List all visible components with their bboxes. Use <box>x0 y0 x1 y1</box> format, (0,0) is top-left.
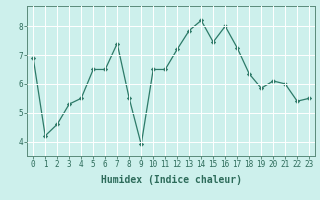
X-axis label: Humidex (Indice chaleur): Humidex (Indice chaleur) <box>101 175 242 185</box>
